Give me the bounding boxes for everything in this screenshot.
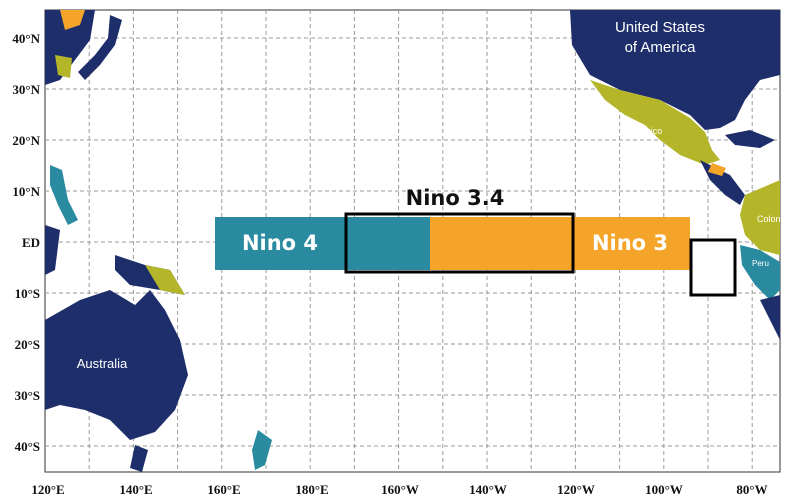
- longitude-label: 140°E: [119, 482, 152, 497]
- tasmania: [130, 445, 148, 472]
- mexico-label: Mexico: [634, 126, 663, 136]
- longitude-label: 120°E: [31, 482, 64, 497]
- longitude-label: 160°W: [381, 482, 419, 497]
- latitude-label: 30°S: [15, 388, 40, 403]
- cuba: [725, 130, 775, 148]
- nino4-box: [215, 217, 346, 270]
- nino-regions: Nino 4 Nino 3.4 Nino 3: [215, 186, 737, 297]
- usa-label: of America: [625, 39, 697, 56]
- korea: [55, 55, 72, 78]
- honduras: [708, 163, 726, 176]
- latitude-label: 30°N: [12, 82, 40, 97]
- latitude-label: 10°N: [12, 184, 40, 199]
- chile: [760, 295, 780, 340]
- australia: [45, 290, 188, 440]
- latitude-label: 10°S: [15, 286, 40, 301]
- nino12-box: [689, 238, 737, 297]
- colombia-label: Colon: [757, 214, 781, 224]
- usa: [570, 10, 780, 130]
- nino34-label: Nino 3.4: [406, 186, 505, 210]
- new-zealand: [252, 430, 272, 470]
- latitude-label: ED: [22, 235, 40, 250]
- nino34-west: [346, 217, 430, 270]
- latitude-label: 20°N: [12, 133, 40, 148]
- philippines: [50, 165, 78, 225]
- nino3-box: [430, 217, 690, 270]
- longitude-label: 80°W: [736, 482, 767, 497]
- place-labels: United States of America Mexico Australi…: [77, 19, 781, 371]
- peru-label: Peru: [752, 259, 769, 268]
- latitude-label: 40°S: [15, 439, 40, 454]
- land: [45, 10, 780, 472]
- asia-region: [60, 10, 85, 30]
- peru: [740, 245, 780, 300]
- axis-labels: 40°N 30°N 20°N 10°N ED 10°S 20°S 30°S 40°S 120°E 1…: [12, 31, 767, 497]
- australia-label: Australia: [77, 356, 128, 371]
- colombia: [740, 180, 780, 255]
- nino34-box: [344, 212, 575, 274]
- latitude-label: 20°S: [15, 337, 40, 352]
- longitude-label: 100°W: [645, 482, 683, 497]
- latitude-label: 40°N: [12, 31, 40, 46]
- borneo: [45, 225, 60, 275]
- longitude-label: 120°W: [557, 482, 595, 497]
- japan: [78, 15, 122, 80]
- longitude-label: 160°E: [207, 482, 240, 497]
- longitude-label: 140°W: [469, 482, 507, 497]
- nino4-label: Nino 4: [242, 231, 318, 255]
- papua-new-guinea: [145, 265, 185, 295]
- usa-label: United States: [615, 19, 705, 36]
- longitude-label: 180°E: [295, 482, 328, 497]
- nino3-label: Nino 3: [592, 231, 668, 255]
- mexico: [590, 80, 720, 165]
